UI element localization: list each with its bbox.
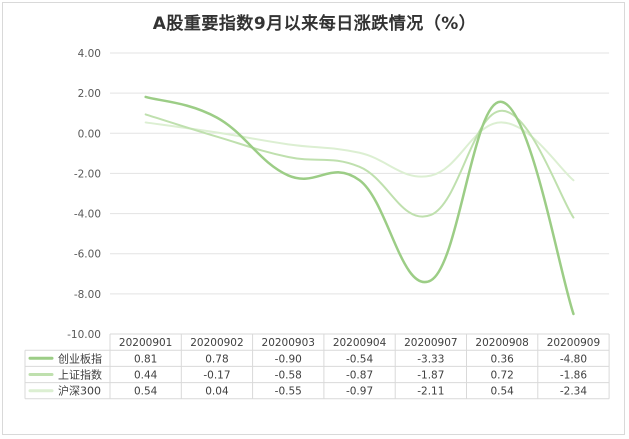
chart-title: A股重要指数9月以来每日涨跌情况（%） bbox=[152, 14, 477, 34]
table-cell: 0.44 bbox=[134, 370, 158, 382]
y-tick-label: 0.00 bbox=[78, 128, 101, 140]
table-cell: -2.11 bbox=[417, 386, 444, 398]
legend-label: 创业板指 bbox=[58, 351, 102, 365]
y-tick-label: -8.00 bbox=[74, 289, 101, 301]
x-category-label: 20200907 bbox=[404, 337, 457, 349]
y-tick-label: -10.00 bbox=[67, 329, 101, 341]
table-cell: -0.58 bbox=[275, 370, 302, 382]
y-tick-label: -4.00 bbox=[74, 209, 101, 221]
y-tick-label: 4.00 bbox=[78, 48, 101, 60]
table-cell: -2.34 bbox=[560, 386, 587, 398]
table-cell: -0.54 bbox=[346, 353, 373, 365]
table-cell: -1.87 bbox=[417, 370, 444, 382]
table-cell: 0.81 bbox=[134, 353, 157, 365]
table-cell: -0.17 bbox=[203, 370, 230, 382]
table-cell: -0.97 bbox=[346, 386, 373, 398]
table-cell: -3.33 bbox=[417, 353, 444, 365]
x-category-label: 20200908 bbox=[475, 337, 528, 349]
y-tick-label: -6.00 bbox=[74, 249, 101, 261]
legend-label: 沪深300 bbox=[58, 384, 101, 398]
x-category-label: 20200901 bbox=[119, 337, 172, 349]
table-cell: 0.54 bbox=[490, 386, 514, 398]
table-cell: 0.36 bbox=[490, 353, 514, 365]
table-cell: -0.87 bbox=[346, 370, 373, 382]
x-category-label: 20200903 bbox=[262, 337, 315, 349]
table-cell: 0.72 bbox=[490, 370, 513, 382]
legend-label: 上证指数 bbox=[58, 368, 102, 382]
y-tick-label: 2.00 bbox=[78, 88, 101, 100]
table-cell: 0.78 bbox=[205, 353, 228, 365]
table-cell: -0.55 bbox=[275, 386, 302, 398]
x-category-label: 20200904 bbox=[333, 337, 387, 349]
chart-frame bbox=[2, 2, 625, 435]
series-line bbox=[144, 121, 575, 182]
table-cell: -0.90 bbox=[275, 353, 302, 365]
table-cell: -4.80 bbox=[560, 353, 587, 365]
table-cell: -1.86 bbox=[560, 370, 587, 382]
x-category-label: 20200909 bbox=[547, 337, 600, 349]
series-line bbox=[144, 109, 575, 219]
table-cell: 0.04 bbox=[205, 386, 229, 398]
table-cell: 0.54 bbox=[134, 386, 158, 398]
series-line bbox=[144, 95, 575, 316]
y-tick-label: -2.00 bbox=[74, 168, 101, 180]
x-category-label: 20200902 bbox=[190, 337, 243, 349]
